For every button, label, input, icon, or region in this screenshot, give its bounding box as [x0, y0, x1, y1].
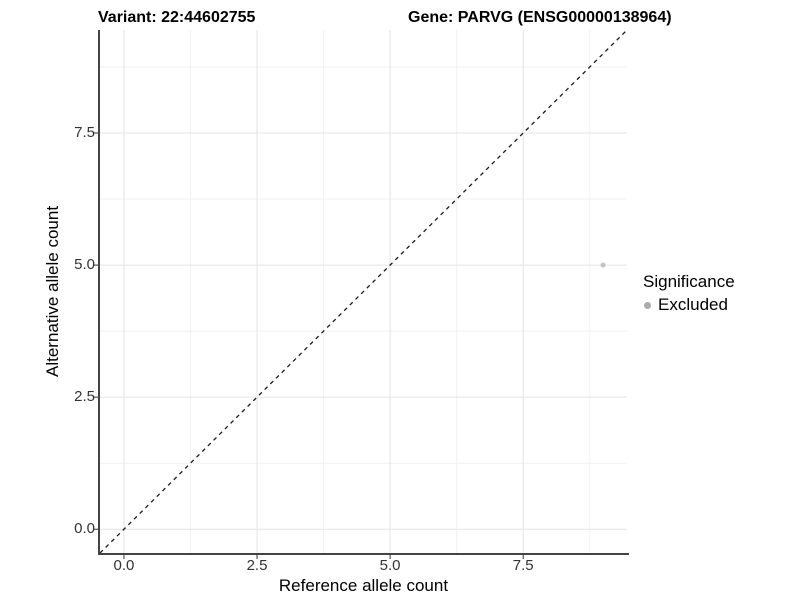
x-tick-label: 2.5	[246, 557, 268, 574]
x-tick-label: 0.0	[113, 557, 135, 574]
y-axis-title: Alternative allele count	[43, 205, 62, 378]
x-tick-label: 7.5	[512, 557, 534, 574]
x-axis-title: Reference allele count	[278, 576, 449, 595]
y-tick-label: 7.5	[74, 124, 95, 141]
variant-title: Variant: 22:44602755	[98, 9, 256, 26]
y-tick-label: 0.0	[74, 520, 95, 538]
gene-title: Gene: PARVG (ENSG00000138964)	[408, 9, 672, 26]
y-tick-label: 2.5	[74, 388, 95, 406]
legend-title: Significance	[643, 272, 735, 291]
data-point-excluded	[600, 262, 606, 268]
legend: Significance Excluded	[643, 272, 735, 315]
legend-item-excluded: Excluded	[643, 295, 735, 315]
x-tick-label: 5.0	[379, 557, 401, 574]
legend-key-dot-icon	[644, 301, 651, 309]
y-tick-label: 5.0	[74, 256, 95, 274]
identity-dashed-line	[99, 29, 628, 554]
legend-item-label: Excluded	[658, 295, 728, 314]
